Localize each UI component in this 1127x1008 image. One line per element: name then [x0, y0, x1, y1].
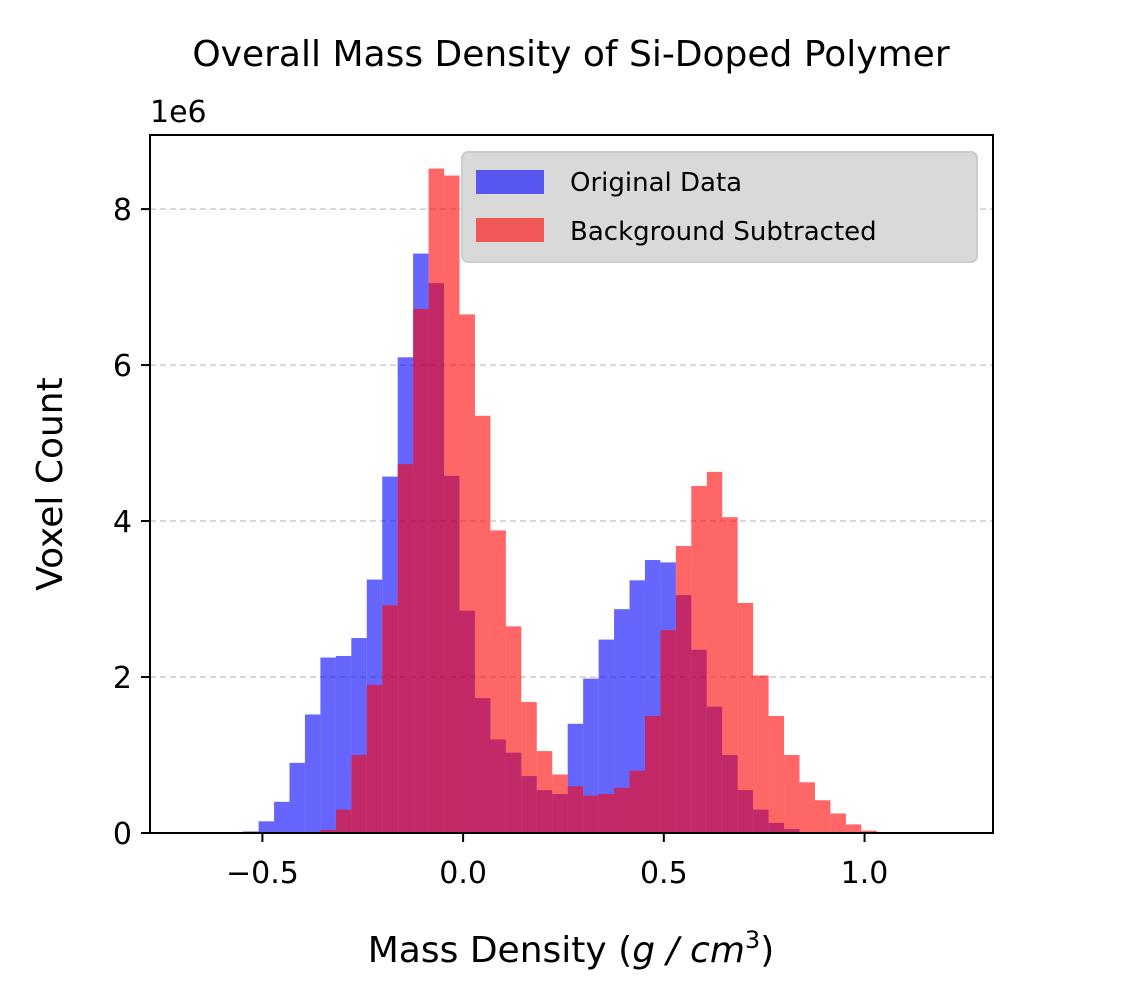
bar-original-25 — [629, 580, 645, 833]
bar-background-subtracted-35 — [784, 755, 800, 833]
bar-background-subtracted-21 — [567, 786, 584, 833]
bar-background-subtracted-38 — [830, 813, 846, 833]
bar-background-subtracted-25 — [629, 770, 645, 833]
bar-background-subtracted-31 — [722, 517, 738, 833]
bar-background-subtracted-13 — [444, 175, 460, 833]
bar-original-4 — [304, 714, 321, 833]
x-tick-label-2: 0.5 — [640, 856, 688, 891]
bar-background-subtracted-39 — [845, 824, 862, 833]
bar-background-subtracted-28 — [675, 546, 692, 833]
bar-background-subtracted-23 — [598, 794, 615, 833]
legend-swatch-background-subtracted — [476, 218, 544, 242]
bar-background-subtracted-36 — [799, 782, 815, 833]
axis-ticks: −0.5 0.0 0.5 1.0 0 2 4 6 8 — [113, 193, 888, 891]
bar-background-subtracted-6 — [335, 809, 352, 833]
legend-box — [461, 151, 978, 263]
bar-background-subtracted-22 — [583, 795, 599, 833]
bar-original-24 — [614, 609, 630, 833]
y-tick-label-4: 8 — [113, 193, 132, 228]
chart-title: Overall Mass Density of Si-Doped Polymer — [192, 34, 949, 75]
bar-background-subtracted-18 — [521, 701, 537, 833]
x-axis-label: Mass Density (g / cm3) — [368, 926, 775, 971]
bar-original-3 — [289, 762, 305, 833]
bar-background-subtracted-34 — [768, 716, 785, 833]
bar-original-2 — [274, 801, 290, 833]
bar-original-23 — [598, 639, 615, 833]
bar-background-subtracted-9 — [382, 605, 398, 833]
bar-background-subtracted-19 — [536, 751, 553, 833]
x-tick-label-3: 1.0 — [841, 856, 889, 891]
legend-label-background-subtracted: Background Subtracted — [570, 217, 877, 247]
bar-background-subtracted-7 — [351, 755, 367, 833]
x-axis-label-var: g / cm — [632, 930, 745, 971]
bar-original-6 — [335, 655, 352, 833]
x-axis-label-prefix: Mass Density ( — [368, 930, 632, 971]
bar-background-subtracted-16 — [490, 530, 506, 833]
x-tick-label-0: −0.5 — [226, 856, 299, 891]
bar-original-5 — [320, 657, 336, 833]
y-axis-multiplier: 1e6 — [150, 95, 207, 130]
bar-original-1 — [258, 821, 275, 833]
bar-background-subtracted-37 — [814, 800, 831, 833]
bar-background-subtracted-33 — [753, 675, 769, 833]
y-tick-label-3: 6 — [113, 349, 132, 384]
bar-original-22 — [583, 678, 599, 833]
plot-frame — [149, 134, 994, 834]
bar-background-subtracted-15 — [474, 415, 491, 833]
bar-background-subtracted-12 — [428, 168, 445, 833]
histogram-bars — [243, 168, 877, 834]
bar-background-subtracted-20 — [552, 774, 568, 833]
bar-background-subtracted-30 — [706, 471, 723, 833]
bar-background-subtracted-5 — [320, 829, 336, 833]
grid-lines — [150, 208, 993, 678]
bar-background-subtracted-24 — [614, 787, 630, 833]
bar-background-subtracted-17 — [505, 626, 522, 833]
bar-background-subtracted-40 — [861, 830, 877, 833]
legend-swatch-original — [476, 170, 544, 194]
legend-label-original: Original Data — [570, 168, 742, 198]
y-tick-label-0: 0 — [113, 817, 132, 852]
bar-background-subtracted-8 — [366, 684, 383, 833]
bar-background-subtracted-26 — [644, 716, 661, 833]
x-tick-label-1: 0.0 — [439, 856, 487, 891]
bar-background-subtracted-27 — [660, 630, 676, 833]
bar-background-subtracted-14 — [459, 314, 475, 834]
y-tick-label-1: 2 — [113, 661, 132, 696]
bar-background-subtracted-32 — [737, 602, 754, 833]
bar-background-subtracted-29 — [691, 485, 707, 833]
bar-background-subtracted-11 — [413, 308, 429, 834]
x-axis-label-sup: 3 — [745, 926, 760, 954]
bar-background-subtracted-10 — [397, 464, 414, 833]
y-tick-label-2: 4 — [113, 505, 132, 540]
x-axis-label-suffix: ) — [760, 930, 774, 971]
legend: Original Data Background Subtracted — [461, 151, 978, 263]
y-axis-label: Voxel Count — [30, 377, 71, 590]
